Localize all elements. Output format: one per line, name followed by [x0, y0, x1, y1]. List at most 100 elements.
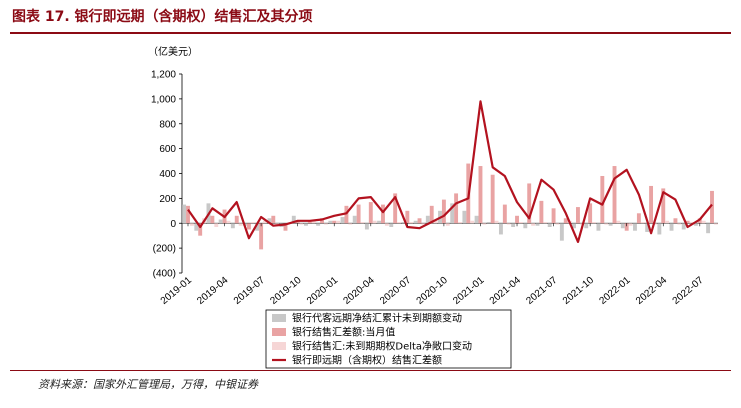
x-tick-label: 2021-01	[451, 275, 487, 307]
bar-s1	[218, 219, 223, 224]
bar-s3	[421, 223, 426, 225]
bar-s2	[588, 203, 593, 224]
bar-s1	[352, 215, 357, 224]
bar-s2	[198, 223, 203, 236]
x-tick-label: 2021-04	[488, 275, 524, 307]
figure-title: 图表 17. 银行即远期（含期权）结售汇及其分项	[12, 9, 313, 25]
bar-s1	[328, 220, 333, 224]
bar-s1	[633, 223, 637, 231]
bar-s1	[389, 223, 394, 227]
bar-s2	[307, 220, 312, 224]
bar-s3	[640, 222, 645, 224]
bar-s1	[194, 223, 199, 231]
legend-label: 银行结售汇:未到期期权Delta净敞口变动	[292, 340, 472, 353]
bar-s2	[649, 185, 654, 224]
bar-s1	[535, 223, 540, 226]
bar-s2	[393, 193, 398, 224]
bar-s2	[368, 202, 373, 224]
bar-s2	[271, 215, 276, 224]
bar-s2	[259, 223, 264, 250]
bar-s3	[323, 223, 328, 225]
bar-s1	[584, 223, 589, 229]
y-tick-label: 600	[159, 144, 176, 155]
bar-s2	[186, 205, 190, 224]
bar-s3	[263, 220, 267, 224]
bar-s2	[381, 204, 385, 224]
bar-s1	[291, 215, 296, 224]
legend-swatch	[272, 342, 286, 350]
title-rule	[10, 32, 731, 34]
bar-s1	[608, 223, 613, 226]
bar-s1	[425, 215, 430, 224]
legend-swatch	[272, 314, 286, 322]
bar-s3	[494, 220, 499, 224]
bar-s2	[539, 200, 544, 224]
line-series	[187, 100, 713, 243]
bar-s1	[645, 223, 650, 232]
y-ticks: 1,200 1,000 800 600 400 200 0 (200) (400)	[151, 70, 182, 280]
bar-s1	[304, 223, 308, 226]
bar-s2	[283, 223, 288, 231]
y-tick-label: 1,200	[151, 70, 176, 81]
bar-s1	[693, 223, 698, 226]
bar-s1	[486, 222, 491, 224]
bar-s3	[372, 220, 377, 224]
bar-s1	[377, 220, 382, 224]
bar-s2	[576, 207, 580, 224]
legend: 银行代客远期净结汇累计未到期额变动银行结售汇差额:当月值银行结售汇:未到期期权D…	[265, 309, 512, 369]
bar-s3	[299, 223, 304, 225]
y-tick-label: 0	[170, 219, 176, 230]
bar-s2	[332, 220, 337, 224]
y-tick-label: 400	[159, 169, 176, 180]
bar-s1	[498, 223, 503, 235]
bar-s3	[238, 223, 243, 226]
bar-s2	[551, 208, 556, 224]
bar-s3	[677, 223, 682, 225]
bar-s2	[502, 204, 507, 224]
x-tick-label: 2020-07	[378, 275, 414, 307]
bar-s2	[320, 218, 324, 224]
bar-s2	[478, 166, 483, 224]
bar-s1	[669, 223, 674, 231]
bar-s3	[445, 223, 450, 226]
bar-s3	[616, 220, 621, 224]
bar-s3	[458, 222, 462, 224]
x-tick-label: 2020-01	[305, 275, 341, 307]
bar-s1	[255, 223, 260, 231]
legend-swatch	[272, 328, 286, 336]
bar-s1	[401, 222, 406, 224]
x-tick-label: 2022-04	[634, 275, 670, 307]
bar-s2	[344, 205, 349, 224]
x-tick-label: 2019-07	[232, 275, 268, 307]
bar-s3	[470, 220, 475, 224]
x-tick-label: 2019-04	[195, 275, 231, 307]
bar-s3	[189, 223, 194, 226]
bar-s3	[226, 220, 231, 224]
x-tick-label: 2022-01	[597, 275, 633, 307]
bar-s1	[511, 223, 516, 227]
bar-s2	[636, 213, 641, 224]
bar-s2	[527, 183, 532, 224]
bar-s1	[572, 223, 577, 229]
bar-s1	[559, 223, 564, 241]
bar-s2	[356, 204, 361, 224]
bar-s2	[246, 223, 251, 230]
x-tick-label: 2021-10	[561, 275, 597, 307]
bar-s2	[429, 205, 434, 224]
bar-s2	[490, 174, 495, 224]
y-tick-label: (400)	[153, 269, 176, 280]
bar-s3	[409, 222, 414, 224]
y-axis-unit: （亿美元）	[148, 45, 198, 58]
bar-s1	[450, 203, 455, 224]
bar-s3	[384, 223, 389, 226]
legend-box	[265, 309, 512, 369]
bar-s3	[701, 220, 706, 224]
bar-s2	[563, 218, 568, 224]
x-tick-label: 2019-10	[268, 275, 304, 307]
x-tick-label: 2020-04	[342, 275, 378, 307]
bar-s1	[657, 223, 662, 235]
bar-s3	[348, 223, 353, 225]
bar-s3	[628, 223, 633, 226]
bar-s1	[706, 223, 711, 234]
